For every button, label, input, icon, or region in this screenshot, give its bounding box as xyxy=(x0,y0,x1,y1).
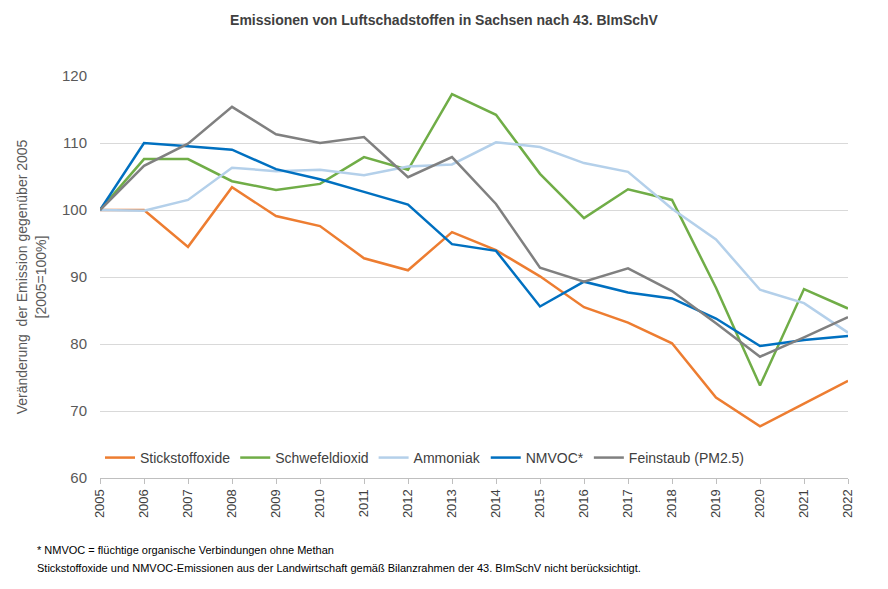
svg-text:2014: 2014 xyxy=(488,489,503,518)
svg-text:2009: 2009 xyxy=(268,489,283,518)
svg-text:Schwefeldioxid: Schwefeldioxid xyxy=(275,450,368,466)
svg-text:NMVOC*: NMVOC* xyxy=(526,450,584,466)
svg-text:2012: 2012 xyxy=(400,489,415,518)
svg-text:Veränderung der Emission gege: Veränderung der Emission gegenüber 2005[… xyxy=(14,139,48,414)
svg-text:2015: 2015 xyxy=(532,489,547,518)
svg-text:2007: 2007 xyxy=(180,489,195,518)
svg-text:Emissionen von Luftschadstoffe: Emissionen von Luftschadstoffen in Sachs… xyxy=(230,12,659,28)
svg-text:2011: 2011 xyxy=(356,489,371,517)
svg-text:2021: 2021 xyxy=(796,489,811,518)
svg-text:2013: 2013 xyxy=(444,489,459,518)
svg-text:120: 120 xyxy=(62,67,87,84)
svg-text:2020: 2020 xyxy=(752,489,767,518)
svg-text:Stickstoffoxide: Stickstoffoxide xyxy=(140,450,230,466)
svg-text:2010: 2010 xyxy=(312,489,327,518)
svg-text:100: 100 xyxy=(62,201,87,218)
svg-text:2016: 2016 xyxy=(576,489,591,518)
svg-text:110: 110 xyxy=(63,134,87,151)
svg-text:2018: 2018 xyxy=(664,489,679,518)
svg-text:90: 90 xyxy=(70,268,87,285)
svg-text:80: 80 xyxy=(70,335,87,352)
svg-text:2006: 2006 xyxy=(136,489,151,518)
svg-text:* NMVOC = flüchtige organische: * NMVOC = flüchtige organische Verbindun… xyxy=(37,544,334,556)
svg-text:2019: 2019 xyxy=(708,489,723,518)
svg-text:2005: 2005 xyxy=(92,489,107,518)
svg-text:2008: 2008 xyxy=(224,489,239,518)
svg-text:Feinstaub (PM2.5): Feinstaub (PM2.5) xyxy=(629,450,744,466)
svg-text:70: 70 xyxy=(70,402,87,419)
svg-text:2017: 2017 xyxy=(620,489,635,518)
svg-text:Stickstoffoxide und NMVOC-Emis: Stickstoffoxide und NMVOC-Emissionen aus… xyxy=(37,562,641,574)
svg-text:Ammoniak: Ammoniak xyxy=(414,450,481,466)
svg-text:60: 60 xyxy=(70,469,87,486)
svg-text:2022: 2022 xyxy=(840,489,855,518)
